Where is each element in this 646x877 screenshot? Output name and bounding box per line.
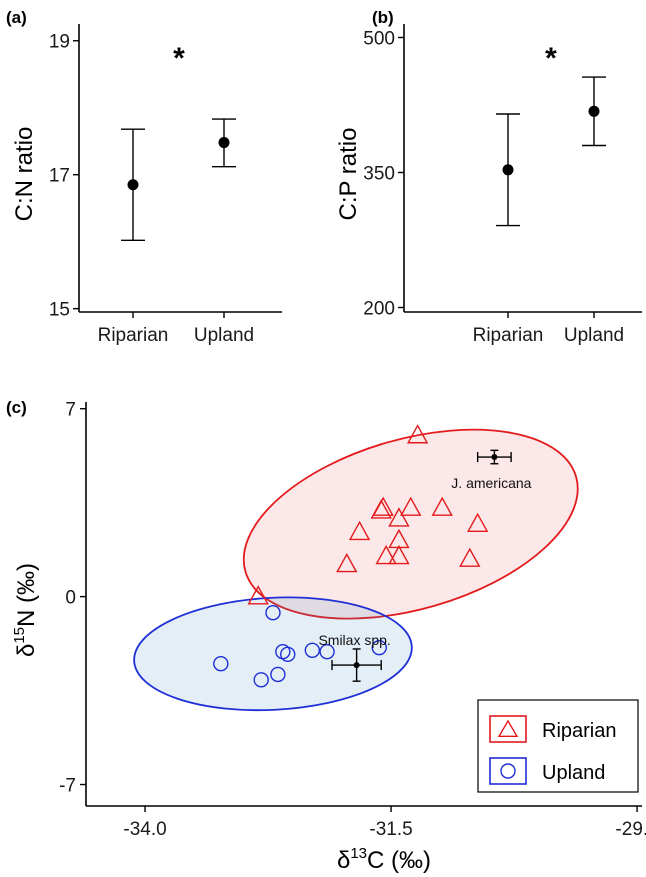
panel-a: 15 17 19 Riparian Upland C:N ratio * [11, 24, 282, 346]
riparian-point [466, 512, 489, 533]
y-tick-label: 17 [49, 166, 70, 187]
legend-circle-icon [500, 763, 516, 779]
x-tick-label-riparian: Riparian [98, 325, 169, 346]
y-tick-label: 19 [49, 32, 70, 53]
panel-c-label: (c) [6, 398, 27, 417]
ellipse-riparian [242, 428, 579, 620]
mean-point-upland [218, 137, 230, 149]
upland-point [319, 643, 335, 660]
riparian-point [375, 544, 397, 565]
y-tick-label: -7 [59, 776, 76, 797]
riparian-point [400, 496, 422, 516]
y-tick-label: 15 [49, 300, 70, 321]
legend-label-upland: Upland [542, 762, 605, 784]
upland-point [270, 666, 286, 683]
riparian-point [406, 424, 429, 444]
significance-asterisk: * [545, 42, 557, 75]
legend-label-riparian: Riparian [542, 720, 616, 742]
mean-point-riparian [502, 164, 514, 176]
legend-triangle-icon [497, 719, 519, 737]
y-tick-label: 500 [363, 29, 395, 50]
panel-c: -7 0 7 -34.0 -31.5 -29.0 δ13C (‰) δ15N (‰) J. am… [11, 400, 646, 874]
legend-key-upland [489, 757, 527, 785]
y-tick-label: 0 [65, 588, 76, 609]
x-axis-title: δ13C (‰) [337, 845, 431, 874]
source-mean [353, 662, 360, 669]
riparian-point [388, 507, 410, 527]
x-tick-label-upland: Upland [564, 325, 624, 346]
x-tick-label-riparian: Riparian [473, 325, 544, 346]
upland-point [213, 656, 229, 672]
riparian-point [459, 547, 481, 567]
significance-asterisk: * [173, 42, 185, 75]
legend-key-riparian [489, 715, 527, 743]
x-tick-label-upland: Upland [194, 325, 254, 346]
riparian-point [388, 544, 410, 565]
panel-a-label: (a) [6, 8, 27, 27]
x-tick-label: -34.0 [123, 819, 166, 840]
x-tick-label: -29.0 [615, 819, 646, 840]
y-axis-title: C:N ratio [11, 127, 38, 222]
upland-point [371, 639, 387, 656]
panel-b-label: (b) [372, 8, 394, 27]
upland-point [253, 672, 269, 688]
ellipse-upland [133, 596, 413, 712]
y-axis-title: C:P ratio [335, 128, 362, 221]
y-tick-label: 350 [363, 164, 395, 185]
source-label-j-americana: J. americana [451, 475, 531, 491]
upland-point [304, 642, 321, 659]
y-tick-label: 200 [363, 299, 395, 320]
mean-point-riparian [127, 179, 139, 191]
riparian-point [336, 552, 358, 573]
x-tick-label: -31.5 [369, 819, 412, 840]
riparian-point [247, 585, 269, 605]
upland-point [265, 605, 281, 621]
source-mean [491, 454, 498, 461]
y-tick-label: 7 [65, 400, 76, 421]
panel-b: 200 350 500 Riparian Upland C:P ratio * [335, 24, 642, 346]
riparian-point [370, 499, 392, 519]
riparian-point [348, 520, 371, 541]
riparian-point [431, 496, 453, 516]
y-axis-title: δ15N (‰) [11, 563, 40, 657]
mean-point-upland [588, 105, 600, 117]
upland-point [280, 646, 296, 663]
source-label-smilax: Smilax spp. [318, 632, 390, 648]
legend: Riparian Upland [477, 699, 639, 793]
